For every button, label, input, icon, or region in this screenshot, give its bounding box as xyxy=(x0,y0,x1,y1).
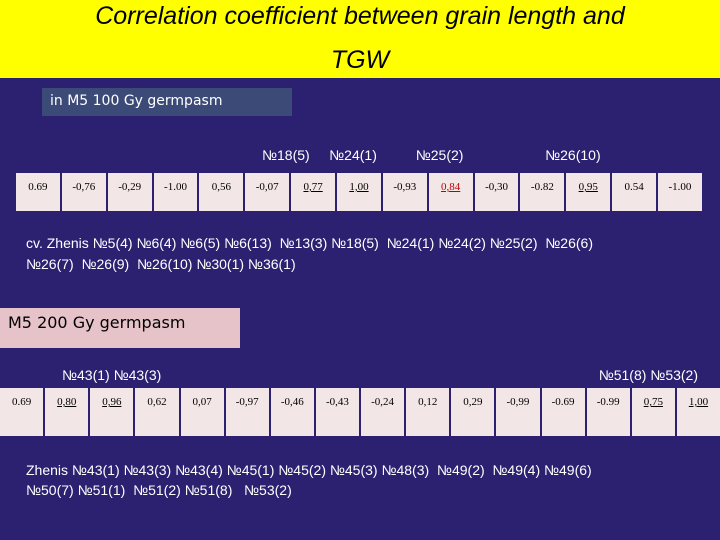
value-cell: -0,46 xyxy=(270,388,314,436)
value-cell: 0,77 xyxy=(291,173,336,211)
value-cell: -0,29 xyxy=(107,173,152,211)
title-banner: Correlation coefficient between grain le… xyxy=(0,0,720,78)
value-cell: -0,30 xyxy=(474,173,519,211)
value-cell: 0,62 xyxy=(135,388,179,436)
value-row: 0.69 0,80 0,96 0,62 0,07 -0,97 -0,46 -0,43 -0,24… xyxy=(0,388,720,436)
value-cell: -0,76 xyxy=(61,173,106,211)
value-row: 0.69 -0,76 -0,29 -1.00 0,56 -0,07 0,77 1,00 -0,9… xyxy=(16,173,702,211)
value-cell: -0,93 xyxy=(382,173,427,211)
value-cell: -0,43 xyxy=(315,388,359,436)
value-cell: -0,97 xyxy=(225,388,269,436)
value-cell: -0.99 xyxy=(586,388,630,436)
value-cell: 0.54 xyxy=(612,173,657,211)
value-cell: 0,96 xyxy=(90,388,134,436)
value-cell: 0,75 xyxy=(631,388,675,436)
columns-note: №51(8) №53(2) xyxy=(598,367,698,383)
value-cell: 0.69 xyxy=(0,388,44,436)
columns-note: №18(5) №24(1) №25(2) №26(10) xyxy=(262,147,601,163)
value-cell: 1,00 xyxy=(676,388,720,436)
value-cell: 0,95 xyxy=(566,173,611,211)
value-cell: 0,12 xyxy=(406,388,450,436)
value-cell: 0,29 xyxy=(451,388,495,436)
value-cell: -0,07 xyxy=(245,173,290,211)
varieties: cv. Zhenis №5(4) №6(4) №6(5) №6(13) №13(… xyxy=(26,235,593,251)
varieties: №26(7) №26(9) №26(10) №30(1) №36(1) xyxy=(26,256,296,272)
value-cell: -1.00 xyxy=(153,173,198,211)
columns-note: №43(1) №43(3) xyxy=(62,367,162,383)
value-cell: -0,99 xyxy=(496,388,540,436)
section-label: in M5 100 Gy germpasm xyxy=(42,88,292,116)
value-cell: 0,56 xyxy=(199,173,244,211)
value-cell: -0.69 xyxy=(541,388,585,436)
value-cell: -1.00 xyxy=(658,173,702,211)
title: Correlation coefficient between grain le… xyxy=(95,2,625,30)
section-label: M5 200 Gy germpasm xyxy=(0,308,240,348)
value-cell: -0.82 xyxy=(520,173,565,211)
value-cell: 0.69 xyxy=(16,173,60,211)
value-cell: 1,00 xyxy=(337,173,381,211)
value-cell: 0,84 xyxy=(428,173,473,211)
value-cell: 0,80 xyxy=(45,388,89,436)
varieties: Zhenis №43(1) №43(3) №43(4) №45(1) №45(2… xyxy=(26,462,592,478)
value-cell: -0,24 xyxy=(361,388,405,436)
title: TGW xyxy=(330,46,390,74)
varieties: №50(7) №51(1) №51(2) №51(8) №53(2) xyxy=(26,482,292,498)
value-cell: 0,07 xyxy=(180,388,224,436)
